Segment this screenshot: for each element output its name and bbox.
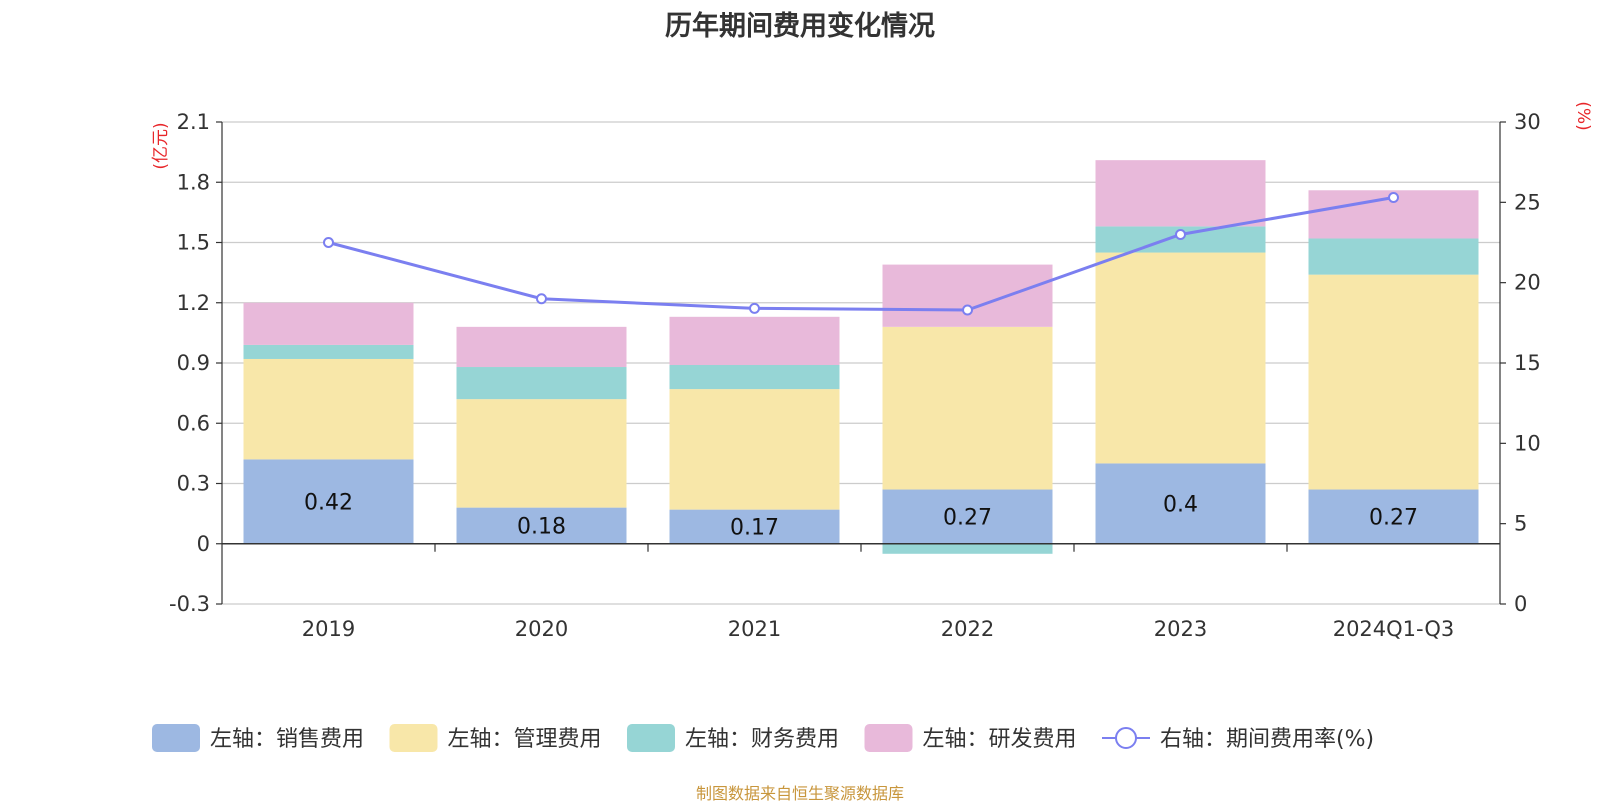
bar-segment-1	[669, 509, 840, 544]
bar-segment-4	[882, 264, 1053, 327]
bar-segment-3	[243, 344, 414, 359]
bar-data-label: 0.42	[304, 491, 353, 516]
y-right-tick-label: 5	[1514, 512, 1527, 536]
legend-swatch	[864, 724, 913, 752]
y-right-tick-label: 15	[1514, 351, 1541, 375]
x-category-label: 2019	[302, 617, 355, 641]
bar-segment-4	[669, 316, 840, 366]
legend-label: 左轴：销售费用	[210, 727, 364, 752]
bar-segment-2	[882, 326, 1053, 490]
bar-segment-1	[243, 459, 414, 544]
legend-label: 左轴：管理费用	[448, 727, 602, 752]
legend-swatch	[152, 724, 200, 752]
expense-ratio-point	[962, 304, 973, 316]
bar-data-label: 0.17	[730, 516, 779, 541]
y-left-tick-label: -0.3	[169, 592, 210, 616]
legend-swatch	[627, 724, 675, 752]
bar-segment-3	[882, 543, 1053, 554]
y-left-tick-label: 1.2	[177, 291, 210, 315]
x-category-label: 2021	[728, 617, 781, 641]
chart-title: 历年期间费用变化情况	[665, 11, 935, 42]
y-left-tick-label: 1.5	[177, 231, 210, 255]
bar-segment-1	[456, 507, 627, 544]
x-category-label: 2023	[1154, 617, 1207, 641]
bar-segment-2	[1308, 274, 1479, 490]
bar-segment-3	[669, 365, 840, 390]
bar-segment-4	[243, 302, 414, 345]
expense-ratio-point	[323, 237, 334, 248]
bar-segment-4	[456, 326, 627, 368]
y-left-tick-label: 1.8	[177, 170, 210, 194]
x-category-label: 2022	[941, 617, 994, 641]
bar-data-label: 0.27	[1369, 506, 1418, 531]
bar-segment-1	[1095, 463, 1266, 544]
y-left-tick-label: 2.1	[177, 110, 210, 134]
expense-ratio-point	[536, 293, 547, 305]
y-right-tick-label: 10	[1514, 431, 1541, 455]
bar-segment-2	[456, 399, 627, 508]
x-category-label: 2020	[515, 617, 568, 641]
bar-data-label: 0.18	[517, 515, 566, 540]
legend-swatch	[389, 724, 438, 752]
bar-segment-2	[243, 358, 414, 460]
y-left-unit-label: (亿元)	[151, 122, 171, 169]
bar-segment-2	[669, 389, 840, 510]
expense-ratio-point	[749, 302, 760, 314]
bar-segment-3	[456, 367, 627, 400]
y-left-tick-label: 0.6	[177, 411, 210, 435]
legend-label: 左轴：财务费用	[685, 727, 839, 752]
bar-segment-2	[1095, 252, 1266, 464]
y-right-unit-label: (%)	[1573, 101, 1593, 130]
legend-line-marker	[1115, 727, 1137, 749]
bar-data-label: 0.27	[943, 506, 992, 531]
bar-segment-1	[1308, 489, 1479, 544]
y-right-tick-label: 25	[1514, 190, 1541, 214]
y-left-tick-label: 0.9	[177, 351, 210, 375]
x-category-label: 2024Q1-Q3	[1333, 617, 1455, 641]
bar-segment-1	[882, 489, 1053, 544]
legend-label: 左轴：研发费用	[923, 727, 1077, 752]
bar-data-label: 0.4	[1163, 493, 1198, 518]
y-right-tick-label: 30	[1514, 110, 1541, 134]
source-note: 制图数据来自恒生聚源数据库	[695, 784, 904, 803]
y-left-tick-label: 0.3	[177, 472, 210, 496]
bar-segment-4	[1095, 160, 1266, 227]
expense-ratio-line	[328, 196, 1394, 312]
legend-label: 右轴：期间费用率(%)	[1160, 727, 1374, 752]
bar-segment-3	[1308, 238, 1479, 275]
y-left-tick-label: 0	[197, 532, 210, 556]
y-right-tick-label: 0	[1514, 592, 1527, 616]
y-right-tick-label: 20	[1514, 271, 1541, 295]
expense-ratio-point	[1388, 192, 1399, 204]
expense-ratio-point	[1175, 228, 1186, 240]
